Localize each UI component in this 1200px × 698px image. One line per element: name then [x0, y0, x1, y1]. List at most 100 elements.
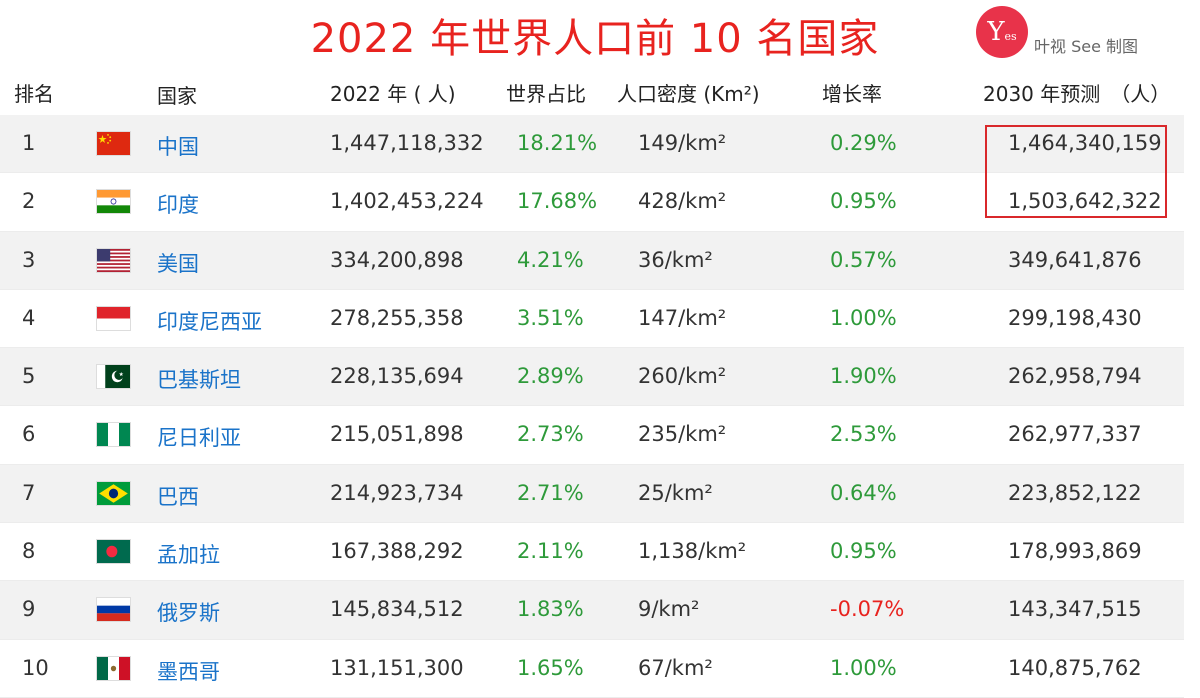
projection-2030-cell: 349,641,876: [1008, 247, 1142, 272]
header-country: 国家: [157, 84, 197, 108]
density-cell: 149/km²: [638, 131, 727, 155]
population-2022-cell: 215,051,898: [330, 422, 464, 447]
density-cell: 36/km²: [638, 247, 713, 272]
rank-cell: 1: [22, 131, 36, 155]
world-share-cell: 2.71%: [517, 480, 584, 505]
table-row: 6 尼日利亚 215,051,898 2.73% 235/km² 2.53% 262,977…: [0, 406, 1184, 465]
population-2022-cell: 278,255,358: [330, 305, 464, 330]
growth-rate-cell: 0.29%: [830, 131, 897, 155]
logo-mark: Y: [987, 17, 1005, 47]
rank-cell: 9: [22, 597, 36, 622]
world-share-cell: 1.65%: [517, 655, 584, 680]
growth-rate-cell: 0.64%: [830, 480, 897, 505]
country-link[interactable]: 巴基斯坦: [157, 368, 241, 393]
population-2022-cell: 228,135,694: [330, 364, 464, 389]
rank-cell: 4: [22, 305, 36, 330]
projection-2030-cell: 262,977,337: [1008, 422, 1142, 447]
country-link[interactable]: 墨西哥: [157, 659, 220, 684]
density-cell: 428/km²: [638, 189, 727, 214]
growth-rate-cell: 1.90%: [830, 364, 897, 389]
header-world-share: 世界占比: [506, 82, 586, 106]
usa-flag-icon: [96, 247, 131, 273]
header-density: 人口密度 (Km²): [617, 82, 760, 106]
country-link[interactable]: 美国: [157, 251, 199, 276]
country-link[interactable]: 巴西: [157, 484, 199, 509]
country-link[interactable]: 尼日利亚: [157, 426, 241, 451]
header-proj-2030: 2030 年预测 （人）: [983, 82, 1171, 106]
population-2022-cell: 145,834,512: [330, 597, 464, 622]
nigeria-flag-icon: [96, 422, 131, 448]
growth-rate-cell: 1.00%: [830, 655, 897, 680]
table-row: 3 美国 334,200,898 4.21% 36/km² 0.57% 349,641,87…: [0, 231, 1184, 290]
rank-cell: 10: [22, 655, 49, 680]
mexico-flag-icon: [96, 655, 131, 681]
indonesia-flag-icon: [96, 305, 131, 331]
world-share-cell: 2.89%: [517, 364, 584, 389]
world-share-cell: 3.51%: [517, 305, 584, 330]
growth-rate-cell: 2.53%: [830, 422, 897, 447]
logo-sub: es: [1004, 29, 1017, 43]
page-title: 2022 年世界人口前 10 名国家: [310, 16, 880, 62]
density-cell: 9/km²: [638, 597, 700, 622]
population-2022-cell: 1,447,118,332: [330, 131, 484, 155]
population-2022-cell: 334,200,898: [330, 247, 464, 272]
table-row: 4 印度尼西亚 278,255,358 3.51% 147/km² 1.00% 299,19…: [0, 290, 1184, 349]
projection-2030-cell: 140,875,762: [1008, 655, 1142, 680]
world-share-cell: 2.73%: [517, 422, 584, 447]
population-2022-cell: 1,402,453,224: [330, 189, 484, 214]
density-cell: 67/km²: [638, 655, 713, 680]
table-row: 10 墨西哥 131,151,300 1.65% 67/km² 1.00% 140,875,…: [0, 640, 1184, 698]
projection-2030-cell: 223,852,122: [1008, 480, 1142, 505]
header-pop-2022: 2022 年 ( 人): [330, 82, 456, 106]
projection-2030-cell: 143,347,515: [1008, 597, 1142, 622]
world-share-cell: 2.11%: [517, 539, 584, 564]
brand-text: 叶视 See 制图: [1034, 37, 1139, 56]
header-growth: 增长率: [822, 82, 882, 106]
world-share-cell: 18.21%: [517, 131, 598, 155]
growth-rate-cell: 0.57%: [830, 247, 897, 272]
russia-flag-icon: [96, 597, 131, 623]
density-cell: 235/km²: [638, 422, 727, 447]
projection-2030-cell: 262,958,794: [1008, 364, 1142, 389]
table-row: 7 巴西 214,923,734 2.71% 25/km² 0.64% 223,852,12…: [0, 464, 1184, 524]
growth-rate-cell: 0.95%: [830, 189, 897, 214]
brazil-flag-icon: [96, 480, 131, 506]
table-row: 8 孟加拉 167,388,292 2.11% 1,138/km² 0.95% 178,99…: [0, 523, 1184, 582]
density-cell: 25/km²: [638, 480, 713, 505]
header-rank: 排名: [14, 82, 54, 106]
table-header: 排名 国家 2022 年 ( 人) 世界占比 人口密度 (Km²) 增长率 20…: [0, 70, 1184, 112]
projection-2030-cell: 1,464,340,159: [1008, 131, 1162, 155]
rank-cell: 3: [22, 247, 36, 272]
rank-cell: 2: [22, 189, 36, 214]
population-2022-cell: 131,151,300: [330, 655, 464, 680]
growth-rate-cell: 1.00%: [830, 305, 897, 330]
density-cell: 1,138/km²: [638, 539, 747, 564]
rank-cell: 5: [22, 364, 36, 389]
world-share-cell: 1.83%: [517, 597, 584, 622]
growth-rate-cell: -0.07%: [830, 597, 905, 622]
population-2022-cell: 167,388,292: [330, 539, 464, 564]
projection-2030-cell: 1,503,642,322: [1008, 189, 1162, 214]
table-row: 1 中国 1,447,118,332 18.21% 149/km² 0.29% 1,464,…: [0, 115, 1184, 174]
world-share-cell: 4.21%: [517, 247, 584, 272]
projection-2030-cell: 299,198,430: [1008, 305, 1142, 330]
table-row: 2 印度 1,402,453,224 17.68% 428/km² 0.95% 1,503,…: [0, 173, 1184, 232]
table-row: 5 巴基斯坦 228,135,694 2.89% 260/km² 1.90% 262,958…: [0, 348, 1184, 407]
world-share-cell: 17.68%: [517, 189, 598, 214]
country-link[interactable]: 俄罗斯: [157, 601, 220, 626]
pakistan-flag-icon: [96, 364, 131, 390]
country-link[interactable]: 印度尼西亚: [157, 309, 262, 334]
growth-rate-cell: 0.95%: [830, 539, 897, 564]
bangladesh-flag-icon: [96, 539, 131, 565]
country-link[interactable]: 中国: [157, 135, 199, 159]
country-link[interactable]: 印度: [157, 193, 199, 218]
table-row: 9 俄罗斯 145,834,512 1.83% 9/km² -0.07% 143,347,5…: [0, 581, 1184, 640]
table-body: 1 中国 1,447,118,332 18.21% 149/km² 0.29% 1,464,…: [0, 115, 1184, 698]
country-link[interactable]: 孟加拉: [157, 543, 220, 568]
population-2022-cell: 214,923,734: [330, 480, 464, 505]
rank-cell: 8: [22, 539, 36, 564]
density-cell: 147/km²: [638, 305, 727, 330]
rank-cell: 7: [22, 480, 36, 505]
density-cell: 260/km²: [638, 364, 727, 389]
